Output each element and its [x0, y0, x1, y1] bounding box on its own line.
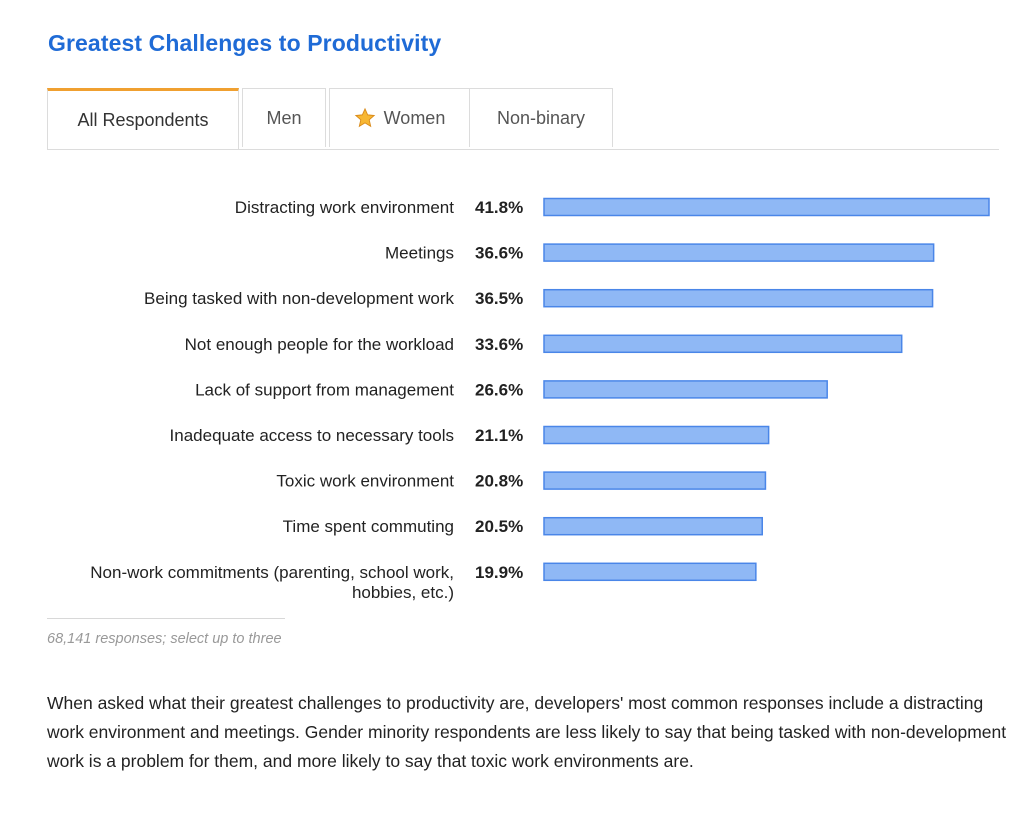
- tab-label: Non-binary: [496, 107, 586, 128]
- bar: [543, 197, 990, 217]
- tab-bar: All Respondents Men Women Non-binary: [47, 88, 999, 150]
- category-label: Meetings: [385, 244, 454, 263]
- value-label: 36.5%: [475, 289, 523, 308]
- value-label: 20.5%: [475, 517, 523, 536]
- value-label: 26.6%: [475, 380, 523, 399]
- bar: [543, 425, 770, 445]
- category-label: Non-work commitments (parenting, school …: [90, 563, 454, 602]
- category-label: Distracting work environment: [235, 198, 454, 217]
- category-label: Time spent commuting: [283, 517, 454, 536]
- tab-non-binary[interactable]: Non-binary: [469, 88, 613, 147]
- tab-all-respondents[interactable]: All Respondents: [47, 88, 239, 149]
- tab-men[interactable]: Men: [242, 88, 326, 147]
- value-label: 19.9%: [475, 563, 523, 582]
- value-label: 21.1%: [475, 426, 523, 445]
- value-label: 20.8%: [475, 472, 523, 491]
- value-label: 36.6%: [475, 244, 523, 263]
- category-label: Lack of support from management: [195, 380, 454, 399]
- bar: [543, 334, 903, 354]
- value-label: 41.8%: [475, 198, 523, 217]
- bar: [543, 562, 757, 582]
- category-label: Inadequate access to necessary tools: [170, 426, 454, 445]
- tab-label: Men: [266, 107, 302, 128]
- chart-description: When asked what their greatest challenge…: [47, 693, 1007, 771]
- response-count-note: 68,141 responses; select up to three: [47, 631, 282, 647]
- bar: [543, 471, 767, 490]
- page-title: Greatest Challenges to Productivity: [48, 30, 442, 56]
- category-label: Being tasked with non-development work: [144, 289, 454, 308]
- tab-women[interactable]: Women: [329, 88, 470, 147]
- category-label: Toxic work environment: [276, 472, 454, 491]
- bar: [543, 516, 763, 536]
- star-icon: [354, 107, 375, 128]
- bar: [543, 380, 828, 399]
- bar: [543, 243, 935, 262]
- value-label: 33.6%: [475, 335, 523, 354]
- tab-label: All Respondents: [77, 109, 209, 130]
- tab-label: Women: [383, 107, 446, 128]
- divider: [47, 618, 285, 619]
- category-label: Not enough people for the workload: [185, 335, 454, 354]
- bar: [543, 288, 934, 308]
